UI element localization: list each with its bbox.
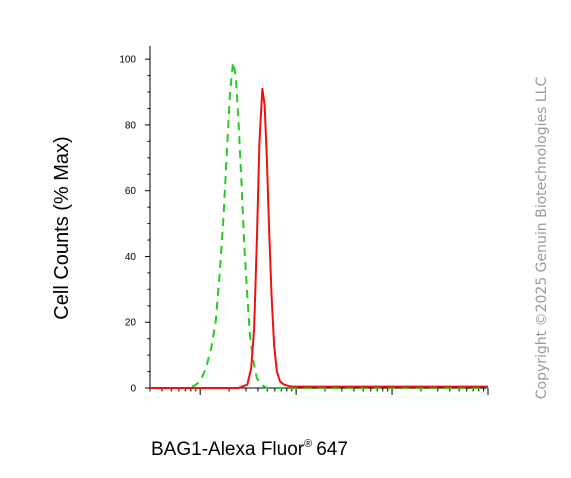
y-tick-label-20: 20 — [125, 318, 137, 329]
y-ticks: 0 20 40 60 80 100 — [119, 55, 150, 395]
x-axis-label: BAG1-Alexa Fluor® 647 — [151, 438, 348, 460]
x-axis-label-main: BAG1-Alexa Fluor — [151, 439, 305, 460]
y-tick-label-0: 0 — [130, 384, 136, 395]
x-axis-label-superscript: ® — [304, 438, 312, 450]
x-ticks — [149, 388, 489, 395]
y-tick-label-60: 60 — [125, 186, 137, 197]
y-axis-label: Cell Counts (% Max) — [51, 136, 73, 319]
copyright-watermark: Copyright ©2025 Genuin Biotechnologies L… — [534, 77, 550, 400]
series-line-2 — [150, 87, 488, 389]
y-tick-label-100: 100 — [119, 55, 136, 66]
series-line-1 — [150, 61, 488, 389]
y-tick-label-80: 80 — [125, 120, 137, 131]
x-axis-label-suffix: 647 — [316, 439, 348, 460]
series-layer — [150, 61, 488, 389]
plot-area: 0 20 40 60 80 100 — [119, 46, 489, 395]
y-tick-label-40: 40 — [125, 252, 137, 263]
